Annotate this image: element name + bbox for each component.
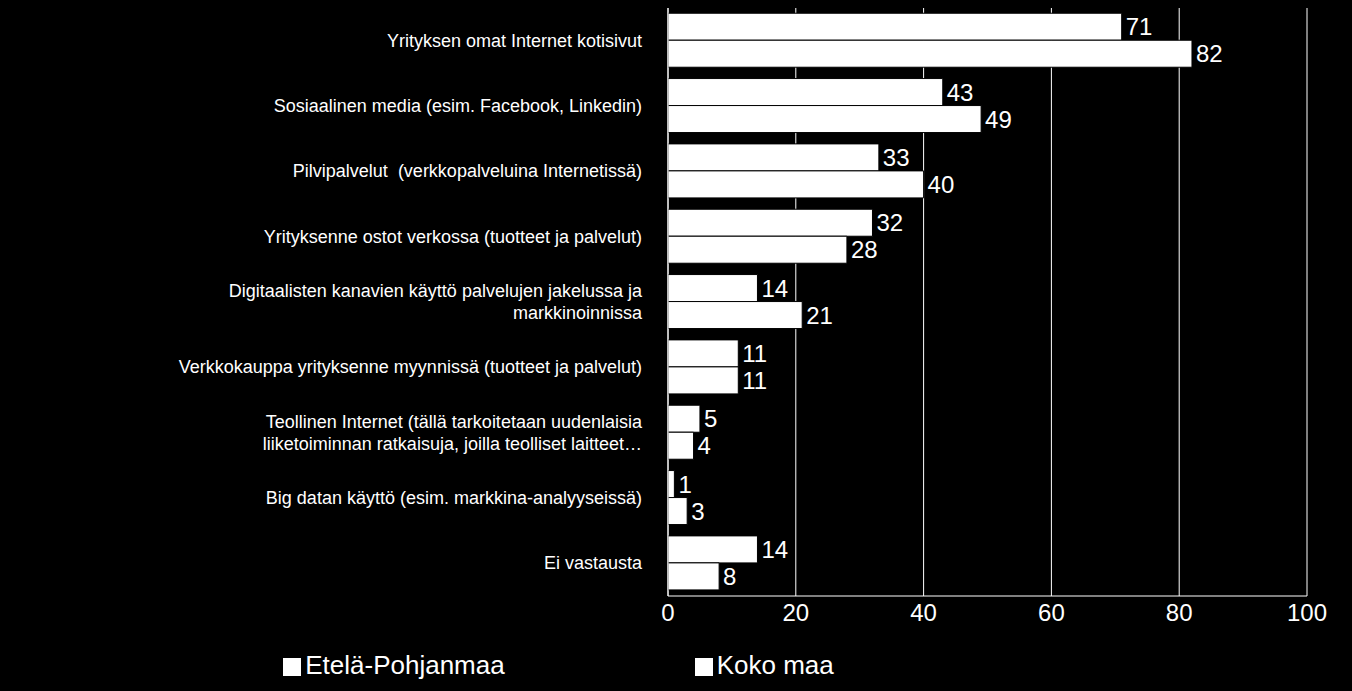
svg-text:1: 1 (678, 471, 691, 498)
svg-text:5: 5 (704, 405, 717, 432)
svg-text:40: 40 (928, 171, 955, 198)
html-text:Koko maa: Koko maa (716, 650, 834, 680)
svg-text:28: 28 (851, 236, 878, 263)
svg-text:49: 49 (985, 106, 1012, 133)
svg-text:Ei vastausta: Ei vastausta (544, 553, 643, 573)
svg-text:20: 20 (782, 599, 809, 626)
svg-text:43: 43 (947, 79, 974, 106)
html-text:Etelä-Pohjanmaa: Etelä-Pohjanmaa (305, 650, 505, 680)
svg-text:100: 100 (1287, 599, 1327, 626)
svg-text:14: 14 (761, 536, 788, 563)
svg-text:Sosiaalinen media (esim. Faceb: Sosiaalinen media (esim. Facebook, Linke… (274, 96, 642, 116)
svg-text:11: 11 (742, 340, 767, 367)
svg-text:Big datan käyttö (esim. markki: Big datan käyttö (esim. markkina-analyys… (266, 488, 642, 508)
svg-text:21: 21 (806, 302, 833, 329)
svg-text:14: 14 (761, 275, 788, 302)
svg-text:32: 32 (876, 209, 903, 236)
svg-text:11: 11 (742, 367, 767, 394)
svg-text:8: 8 (723, 563, 736, 590)
svg-text:60: 60 (1038, 599, 1065, 626)
svg-text:0: 0 (661, 599, 674, 626)
svg-text:82: 82 (1196, 40, 1223, 67)
svg-text:Teollinen Internet (tällä tark: Teollinen Internet (tällä tarkoitetaan u… (263, 412, 643, 454)
svg-text:Pilvipalvelut (verkkopalvelui: Pilvipalvelut (verkkopalveluina Internet… (293, 161, 642, 181)
svg-text:4: 4 (698, 432, 711, 459)
svg-text:3: 3 (691, 498, 704, 525)
svg-text:40: 40 (910, 599, 937, 626)
svg-text:33: 33 (883, 144, 910, 171)
svg-text:Verkkokauppa yrityksenne myynn: Verkkokauppa yrityksenne myynnissä (tuot… (179, 357, 642, 377)
svg-text:80: 80 (1166, 599, 1193, 626)
svg-text:Digitaalisten kanavien käyttö: Digitaalisten kanavien käyttö palvelujen… (229, 281, 643, 323)
svg-text:Yrityksenne ostot verkossa (tu: Yrityksenne ostot verkossa (tuotteet ja … (264, 227, 642, 247)
svg-text:Yrityksen omat Internet kotisi: Yrityksen omat Internet kotisivut (387, 31, 642, 51)
svg-text:71: 71 (1126, 13, 1153, 40)
